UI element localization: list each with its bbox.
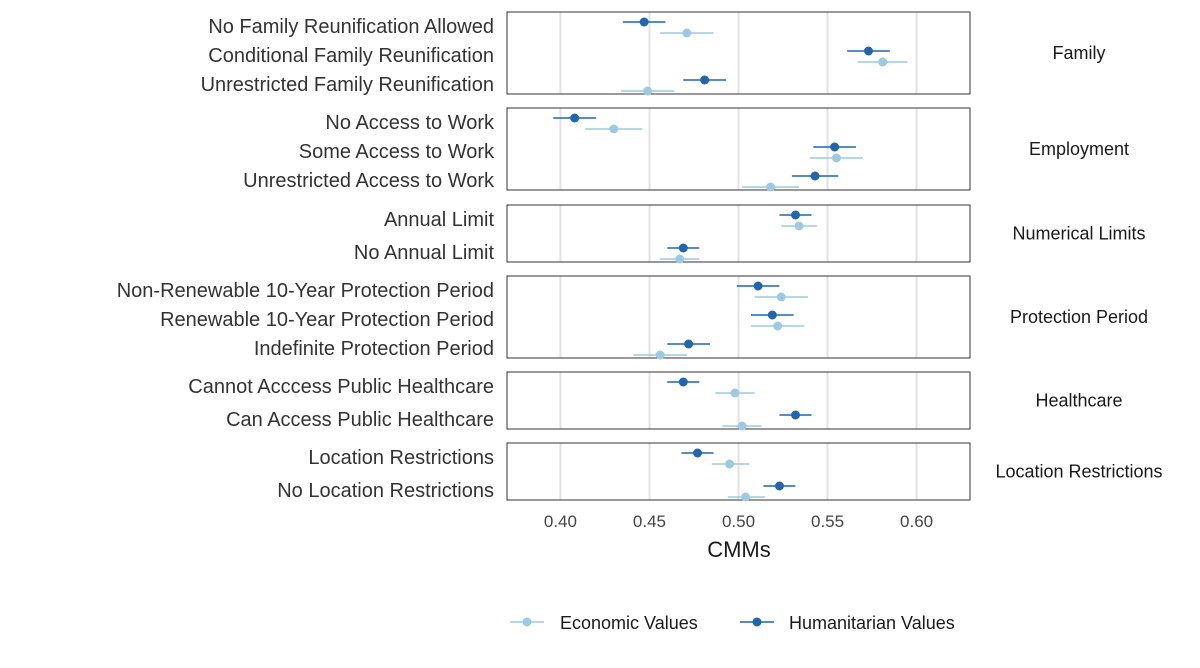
legend: Economic Values Humanitarian Values	[510, 613, 955, 633]
facet-panel: Numerical Limits Annual Limit No Annual Li…	[354, 204, 1146, 264]
level-label: Indefinite Protection Period	[254, 338, 494, 360]
facet-label: Family	[1053, 43, 1106, 63]
humanitarian-point	[700, 75, 710, 85]
humanitarian-point	[790, 410, 800, 420]
economic-point	[675, 254, 685, 264]
facet-panels: Family No Family Reunification Allowed Con…	[117, 11, 1163, 502]
x-axis-title: CMMs	[707, 537, 771, 562]
facet-label: Healthcare	[1035, 391, 1122, 411]
level-label: No Location Restrictions	[277, 480, 494, 502]
level-label: Location Restrictions	[308, 447, 494, 469]
level-label: Some Access to Work	[299, 141, 495, 163]
level-label: Unrestricted Family Reunification	[201, 74, 494, 96]
economic-point	[878, 57, 888, 67]
x-tick-label: 0.40	[544, 512, 577, 531]
x-tick-label: 0.50	[722, 512, 755, 531]
legend-label: Economic Values	[560, 613, 698, 633]
panel-border	[506, 204, 971, 263]
economic-point	[776, 292, 786, 302]
level-label: Renewable 10-Year Protection Period	[160, 309, 494, 331]
humanitarian-point	[790, 210, 800, 220]
humanitarian-point	[693, 448, 703, 458]
x-tick-label: 0.60	[900, 512, 933, 531]
legend-key-point	[522, 617, 532, 627]
facet-label: Employment	[1029, 139, 1129, 159]
x-tick-label: 0.45	[633, 512, 666, 531]
legend-key-point	[752, 617, 762, 627]
level-label: No Family Reunification Allowed	[208, 16, 494, 38]
facet-panel: Employment No Access to Work Some Access t…	[243, 107, 1129, 192]
x-tick-label: 0.55	[811, 512, 844, 531]
level-label: No Access to Work	[325, 112, 495, 134]
facet-panel: Location Restrictions Location Restrictio…	[277, 442, 1163, 502]
humanitarian-point	[863, 46, 873, 56]
humanitarian-point	[678, 243, 688, 253]
humanitarian-point	[639, 17, 649, 27]
level-label: Non-Renewable 10-Year Protection Period	[117, 280, 494, 302]
panel-border	[506, 107, 971, 191]
panel-border	[506, 442, 971, 501]
economic-point	[643, 86, 653, 96]
level-label: Conditional Family Reunification	[208, 45, 494, 67]
facet-label: Protection Period	[1010, 307, 1148, 327]
panel-border	[506, 275, 971, 359]
level-label: Annual Limit	[384, 209, 495, 231]
economic-point	[766, 182, 776, 192]
humanitarian-point	[767, 310, 777, 320]
legend-label: Humanitarian Values	[789, 613, 955, 633]
facet-panel: Healthcare Cannot Acccess Public Healthca…	[188, 371, 1123, 431]
level-label: No Annual Limit	[354, 242, 495, 264]
facet-label: Numerical Limits	[1012, 224, 1145, 244]
humanitarian-point	[753, 281, 763, 291]
humanitarian-point	[684, 339, 694, 349]
humanitarian-point	[570, 113, 580, 123]
economic-point	[730, 388, 740, 398]
economic-point	[725, 459, 735, 469]
panel-border	[506, 371, 971, 430]
humanitarian-point	[678, 377, 688, 387]
economic-point	[831, 153, 841, 163]
economic-point	[737, 421, 747, 431]
level-label: Unrestricted Access to Work	[243, 170, 495, 192]
economic-point	[682, 28, 692, 38]
humanitarian-point	[774, 481, 784, 491]
economic-point	[655, 350, 665, 360]
economic-point	[609, 124, 619, 134]
facet-panel: Protection Period Non-Renewable 10-Year P…	[117, 275, 1148, 360]
level-label: Can Access Public Healthcare	[226, 409, 494, 431]
economic-point	[773, 321, 783, 331]
level-label: Cannot Acccess Public Healthcare	[188, 376, 494, 398]
economic-point	[741, 492, 751, 502]
humanitarian-point	[810, 171, 820, 181]
facet-label: Location Restrictions	[995, 462, 1162, 482]
x-axis: 0.40 0.45 0.50 0.55 0.60	[544, 512, 933, 531]
facet-panel: Family No Family Reunification Allowed Con…	[201, 11, 1106, 96]
humanitarian-point	[830, 142, 840, 152]
economic-point	[794, 221, 804, 231]
panel-border	[506, 11, 971, 95]
